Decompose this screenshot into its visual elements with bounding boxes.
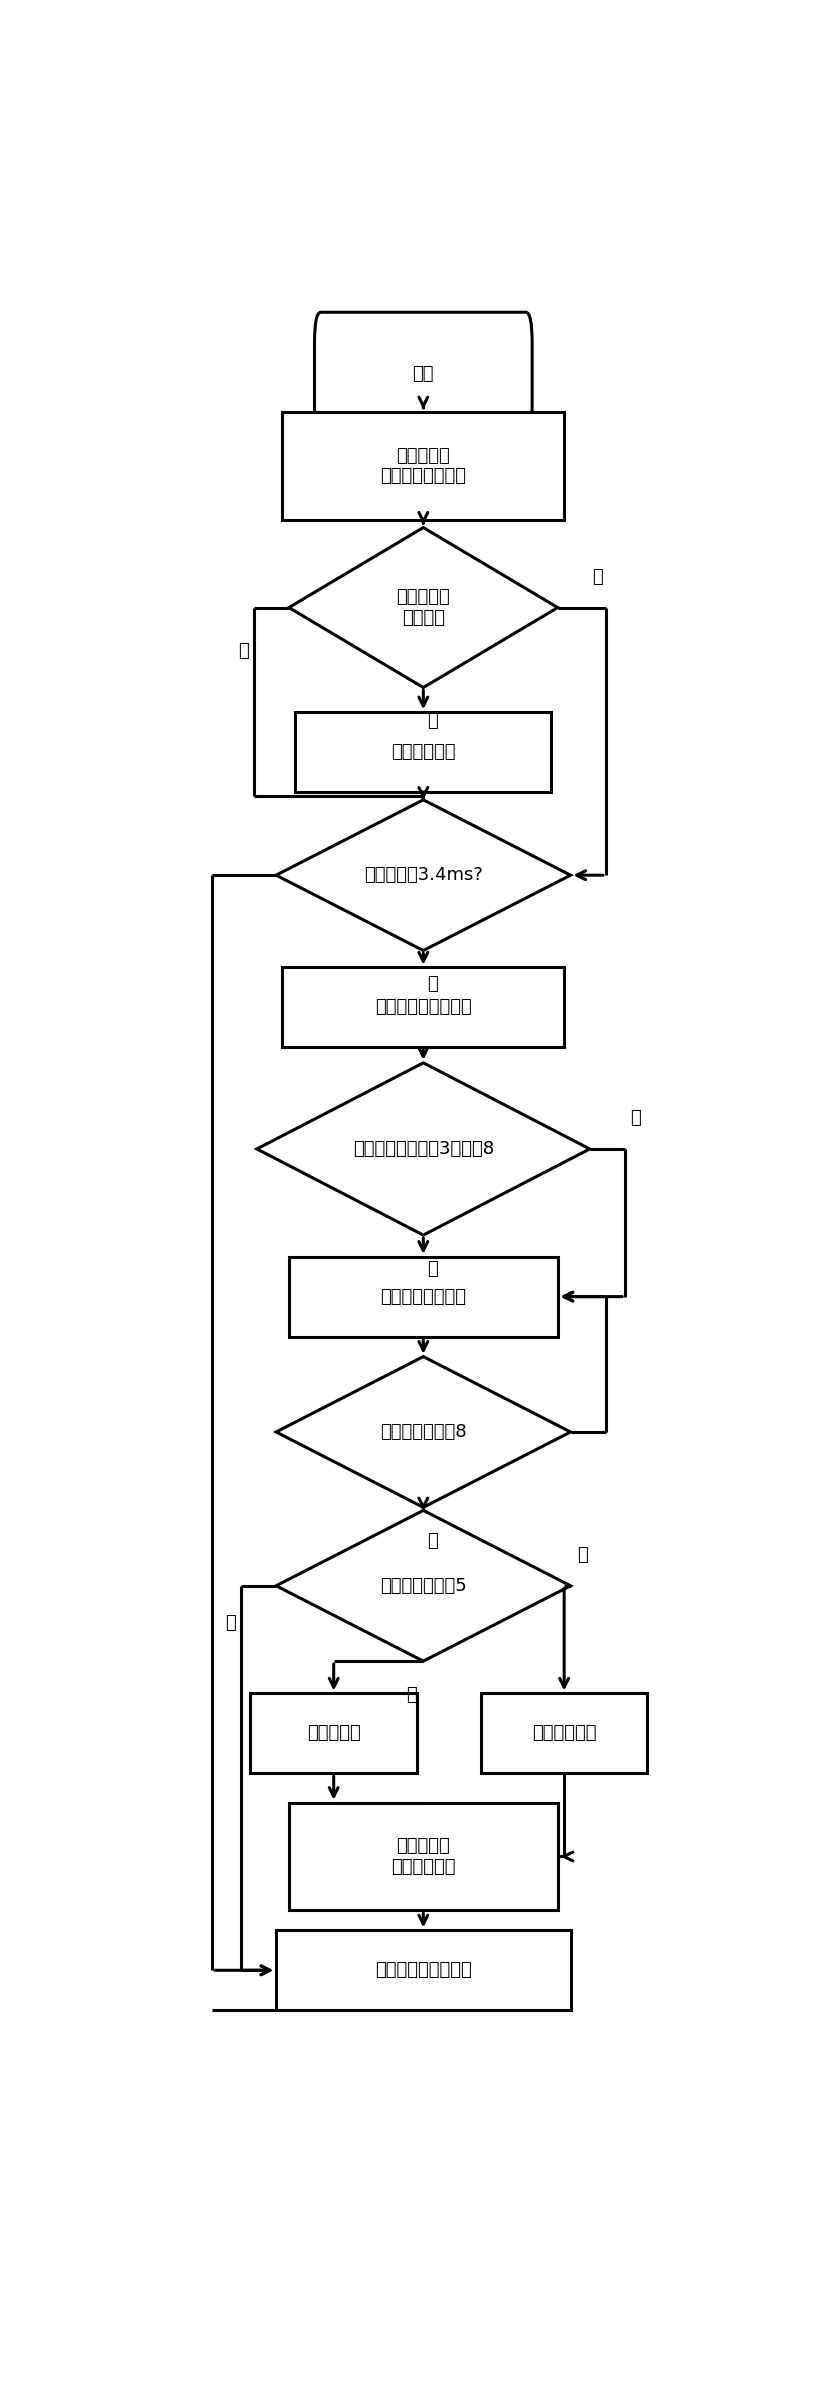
Text: 增加计数器次数数值: 增加计数器次数数值 bbox=[375, 1000, 472, 1016]
Polygon shape bbox=[257, 1062, 590, 1234]
Bar bbox=[282, 412, 564, 520]
Text: 是: 是 bbox=[428, 1261, 439, 1278]
Text: 侦测到信号: 侦测到信号 bbox=[306, 1723, 361, 1743]
Text: 是: 是 bbox=[428, 712, 439, 731]
Text: 是: 是 bbox=[406, 1685, 417, 1704]
FancyBboxPatch shape bbox=[315, 312, 532, 436]
Text: 计数器复位
侦测信号复位: 计数器复位 侦测信号复位 bbox=[391, 1836, 456, 1877]
Polygon shape bbox=[276, 1357, 571, 1508]
Text: 否: 否 bbox=[591, 568, 603, 585]
Bar bbox=[481, 1692, 648, 1774]
Bar bbox=[250, 1692, 417, 1774]
Text: 侦测信号数大于5: 侦测信号数大于5 bbox=[380, 1577, 467, 1594]
Polygon shape bbox=[276, 1510, 571, 1661]
Text: 进行侦测信号计数: 进行侦测信号计数 bbox=[380, 1287, 467, 1306]
Polygon shape bbox=[289, 527, 558, 688]
Text: 否: 否 bbox=[577, 1546, 588, 1563]
Text: 否: 否 bbox=[225, 1613, 235, 1632]
Bar bbox=[276, 1930, 571, 2011]
Polygon shape bbox=[276, 801, 571, 952]
Bar bbox=[289, 1256, 558, 1338]
Text: 否: 否 bbox=[630, 1110, 641, 1127]
Text: 是: 是 bbox=[428, 1532, 439, 1551]
Text: 开始: 开始 bbox=[412, 364, 434, 384]
Text: 侦测信号数等于8: 侦测信号数等于8 bbox=[380, 1424, 467, 1441]
Bar bbox=[296, 712, 551, 791]
Text: 接收红外脉
冲信号？: 接收红外脉 冲信号？ bbox=[396, 587, 450, 628]
Text: 否: 否 bbox=[238, 642, 249, 659]
Text: 是: 是 bbox=[428, 976, 439, 992]
Bar bbox=[289, 1803, 558, 1910]
Text: 接收脉冲个数大于3且小于8: 接收脉冲个数大于3且小于8 bbox=[353, 1141, 494, 1158]
Bar bbox=[282, 968, 564, 1047]
Text: 接收脉冲计数: 接收脉冲计数 bbox=[391, 743, 456, 762]
Text: 未侦测到信号: 未侦测到信号 bbox=[532, 1723, 596, 1743]
Text: 使能计数器
使能红外接收中断: 使能计数器 使能红外接收中断 bbox=[380, 446, 467, 487]
Text: 接收脉冲计数器复位: 接收脉冲计数器复位 bbox=[375, 1961, 472, 1980]
Text: 计数器等于3.4ms?: 计数器等于3.4ms? bbox=[364, 865, 482, 884]
